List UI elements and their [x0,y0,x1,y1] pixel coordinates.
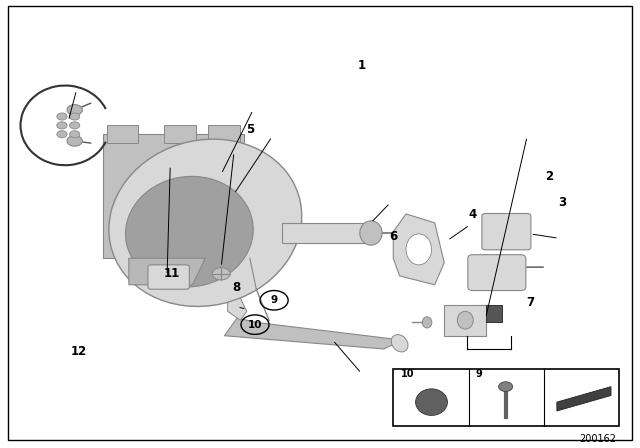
Circle shape [57,122,67,129]
Ellipse shape [391,335,408,352]
Ellipse shape [125,177,253,287]
Bar [282,223,365,243]
FancyBboxPatch shape [482,214,531,250]
Circle shape [57,131,67,138]
Polygon shape [225,318,403,349]
Circle shape [67,136,83,146]
Text: 4: 4 [469,208,477,221]
Text: 3: 3 [558,196,566,209]
Text: 2: 2 [545,170,554,183]
Circle shape [70,131,80,138]
Polygon shape [394,214,444,285]
Ellipse shape [406,234,431,265]
Ellipse shape [360,221,382,245]
Bar [394,369,620,426]
Bar [209,125,241,143]
Bar [444,305,486,336]
Text: 12: 12 [71,345,87,358]
Polygon shape [228,298,246,320]
Text: 1: 1 [357,59,365,72]
Polygon shape [129,258,205,285]
Text: 10: 10 [248,319,262,330]
Bar [106,125,138,143]
Circle shape [212,267,230,280]
Text: 200162: 200162 [579,435,616,444]
Text: 9: 9 [271,295,278,305]
FancyBboxPatch shape [148,265,189,289]
Text: 8: 8 [232,280,240,293]
Circle shape [67,104,83,115]
Text: 5: 5 [246,123,254,136]
Circle shape [70,113,80,120]
Bar [164,125,196,143]
Circle shape [57,113,67,120]
FancyBboxPatch shape [468,254,526,291]
Ellipse shape [458,311,473,329]
Text: 7: 7 [526,296,534,309]
Text: 6: 6 [389,229,397,242]
Bar [486,305,502,323]
Ellipse shape [415,389,447,415]
Ellipse shape [499,382,513,392]
Ellipse shape [109,139,301,306]
Polygon shape [103,134,244,258]
Ellipse shape [422,317,432,328]
Circle shape [70,122,80,129]
Polygon shape [557,387,611,411]
Text: 10: 10 [401,369,415,379]
Text: 11: 11 [164,267,180,280]
Text: 9: 9 [475,369,482,379]
